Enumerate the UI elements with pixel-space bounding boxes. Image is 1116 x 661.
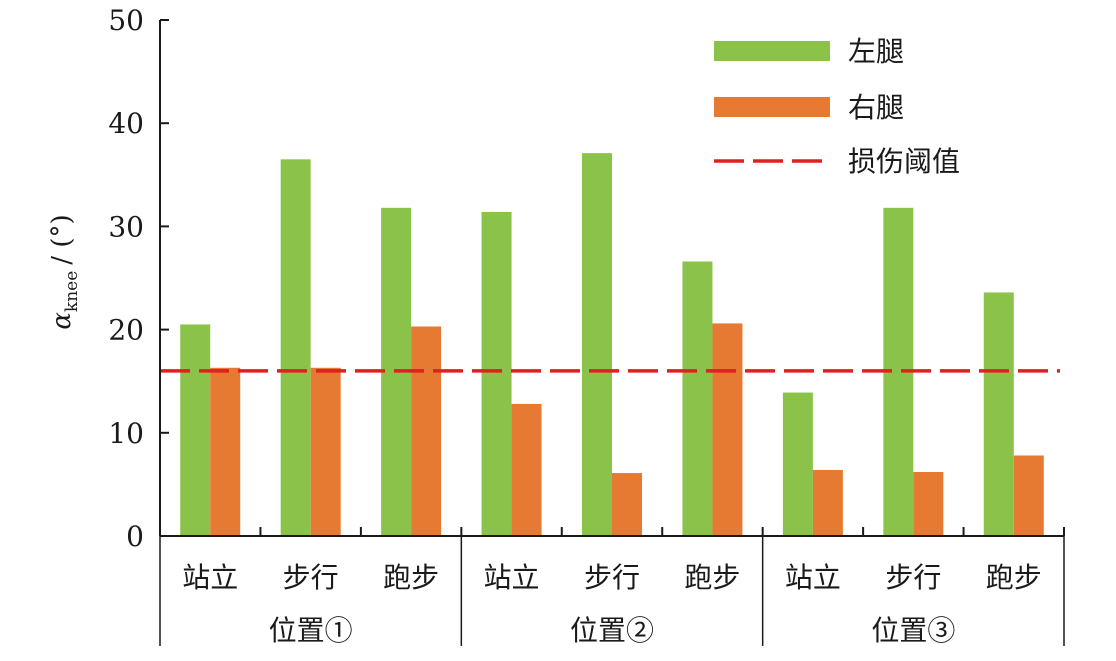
bars-layer	[180, 153, 1044, 537]
x-category-label: 步行	[584, 561, 640, 594]
bar-left-8	[983, 292, 1014, 536]
bar-left-0	[180, 324, 211, 536]
y-tick-label: 40	[108, 107, 144, 140]
legend-label: 左腿	[848, 35, 904, 68]
bar-right-8	[1013, 455, 1044, 536]
bar-right-3	[511, 403, 542, 536]
bar-right-1	[310, 367, 341, 536]
bar-left-6	[782, 392, 813, 536]
y-tick-label: 10	[108, 417, 144, 450]
svg-text:αknee/ (°): αknee / (°)	[47, 214, 82, 329]
y-axis-unit: / (°)	[47, 214, 77, 264]
y-tick-label: 30	[108, 210, 144, 243]
x-category-label: 跑步	[986, 561, 1042, 594]
y-tick-label: 0	[126, 520, 144, 553]
bar-left-5	[682, 261, 713, 536]
legend-label: 损伤阈值	[848, 145, 960, 178]
bar-right-4	[612, 473, 642, 536]
bar-right-0	[210, 367, 241, 536]
x-category-label: 跑步	[383, 561, 439, 594]
x-category-label: 跑步	[684, 561, 740, 594]
y-tick-label: 20	[108, 314, 144, 347]
x-category-label: 步行	[885, 561, 941, 594]
y-tick-label: 50	[108, 4, 144, 37]
x-category-label: 站立	[182, 561, 238, 594]
x-category-label: 站立	[484, 561, 540, 594]
y-axis-symbol: α	[47, 312, 77, 330]
bar-left-1	[280, 159, 311, 536]
legend-swatch-left	[714, 41, 830, 61]
bar-right-5	[712, 323, 743, 536]
legend-swatch-right	[714, 97, 830, 117]
x-category-label: 站立	[785, 561, 841, 594]
bar-right-6	[812, 469, 843, 536]
legend-label: 右腿	[848, 91, 904, 124]
bar-left-3	[481, 211, 512, 536]
bar-right-7	[913, 472, 944, 536]
x-category-label: 步行	[283, 561, 339, 594]
y-axis-subscript: knee	[62, 271, 82, 312]
bar-left-4	[582, 153, 612, 537]
x-group-label: 位置①	[269, 614, 353, 647]
x-group-label: 位置③	[871, 614, 955, 647]
y-axis-label: αknee / (°)	[47, 214, 82, 329]
bar-right-2	[411, 326, 442, 536]
x-group-label: 位置②	[570, 614, 654, 647]
